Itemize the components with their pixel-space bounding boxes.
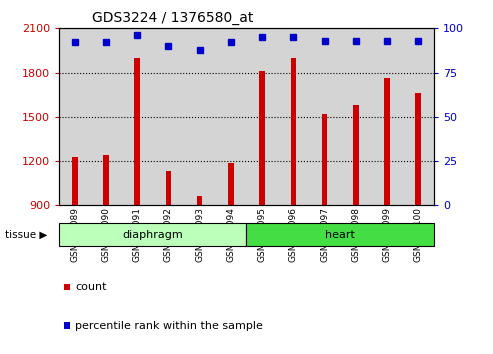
Bar [384, 79, 390, 205]
Bar [72, 156, 77, 205]
Text: percentile rank within the sample: percentile rank within the sample [75, 321, 263, 331]
Bar [197, 196, 203, 205]
Bar [90, 28, 122, 205]
Bar [166, 171, 171, 205]
Bar [403, 28, 434, 205]
Bar [259, 71, 265, 205]
Text: heart: heart [325, 229, 355, 240]
Bar [122, 28, 153, 205]
Bar [153, 28, 184, 205]
Bar [309, 28, 340, 205]
Bar [322, 114, 327, 205]
Text: GDS3224 / 1376580_at: GDS3224 / 1376580_at [92, 11, 253, 25]
Bar [416, 93, 421, 205]
Bar [59, 223, 246, 246]
Bar [228, 162, 234, 205]
Bar [135, 58, 140, 205]
Bar [340, 28, 371, 205]
Bar [246, 223, 434, 246]
Bar [353, 105, 358, 205]
Bar [184, 28, 215, 205]
Text: count: count [75, 282, 107, 292]
Bar [371, 28, 403, 205]
Bar [103, 155, 109, 205]
Text: tissue ▶: tissue ▶ [5, 229, 47, 239]
Bar [215, 28, 246, 205]
Bar [59, 28, 90, 205]
Bar [290, 58, 296, 205]
Bar [278, 28, 309, 205]
Text: diaphragm: diaphragm [122, 229, 183, 240]
Bar [246, 28, 278, 205]
